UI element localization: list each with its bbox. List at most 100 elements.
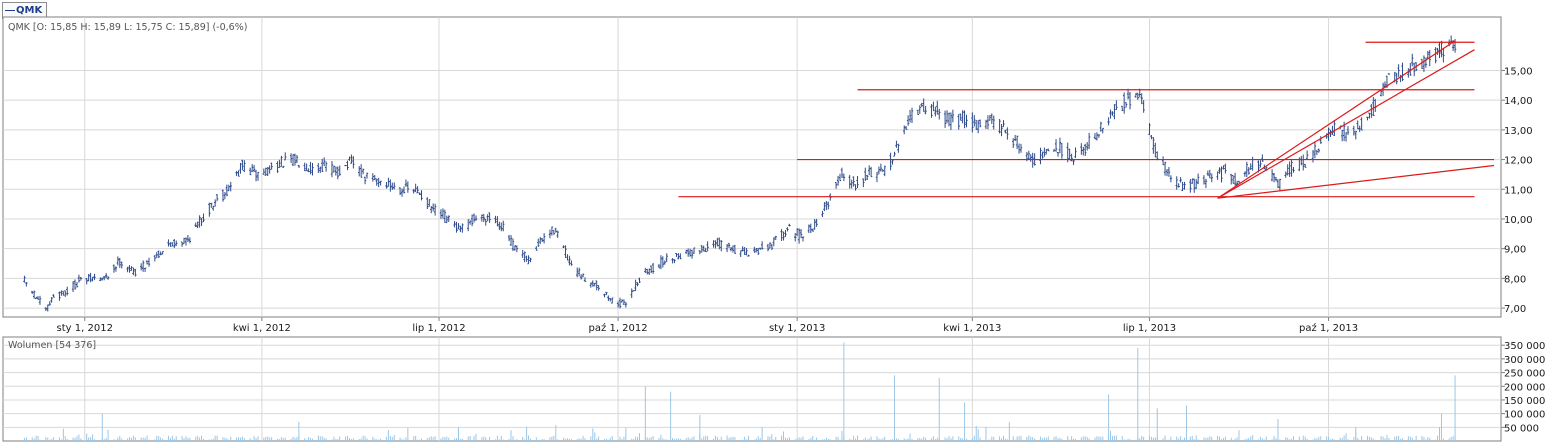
price-bar bbox=[1245, 161, 1248, 178]
price-bar bbox=[112, 264, 116, 273]
price-bar bbox=[480, 214, 484, 222]
price-bar bbox=[1169, 175, 1173, 183]
price-bar bbox=[1002, 120, 1005, 128]
price-bar bbox=[361, 168, 365, 175]
price-bar bbox=[638, 277, 641, 283]
price-bar bbox=[716, 237, 719, 247]
price-bar bbox=[1366, 116, 1369, 121]
price-bar bbox=[1354, 130, 1358, 140]
price-bar bbox=[725, 244, 729, 253]
volume-y-tick-label: 100 000 bbox=[1504, 410, 1545, 421]
price-bar bbox=[1109, 109, 1112, 119]
price-bar bbox=[1224, 163, 1227, 174]
price-bar bbox=[447, 215, 450, 222]
price-bar bbox=[1311, 150, 1315, 163]
volume-bars bbox=[23, 342, 1456, 441]
price-bar bbox=[957, 114, 960, 130]
price-bar bbox=[576, 267, 579, 278]
price-bar bbox=[143, 267, 147, 272]
price-bar bbox=[591, 280, 594, 287]
price-bar bbox=[904, 126, 908, 130]
price-bar bbox=[698, 250, 702, 255]
price-bar bbox=[128, 265, 131, 273]
price-bar bbox=[881, 169, 885, 173]
price-bar bbox=[1183, 181, 1186, 190]
price-bar bbox=[441, 208, 445, 219]
price-bar bbox=[838, 173, 842, 182]
price-bar bbox=[64, 290, 67, 297]
volume-panel-frame bbox=[2, 336, 1502, 442]
price-bar bbox=[1121, 105, 1124, 112]
price-y-tick-label: 10,00 bbox=[1504, 215, 1533, 226]
price-bar bbox=[755, 247, 758, 253]
price-bar bbox=[854, 184, 857, 191]
price-bar bbox=[1000, 123, 1003, 137]
price-bar bbox=[745, 248, 748, 256]
price-bar bbox=[1196, 173, 1200, 185]
price-bar bbox=[252, 164, 256, 173]
price-bar bbox=[609, 298, 612, 302]
price-bar bbox=[1107, 117, 1110, 126]
price-bar bbox=[910, 107, 914, 123]
price-y-tick-label: 13,00 bbox=[1504, 126, 1533, 137]
price-bar bbox=[297, 164, 301, 168]
price-bar bbox=[161, 251, 164, 255]
price-bar bbox=[44, 307, 48, 311]
price-bar bbox=[852, 176, 855, 187]
price-bar bbox=[897, 143, 900, 153]
price-bar bbox=[71, 281, 75, 293]
price-bar bbox=[529, 257, 532, 263]
price-bar bbox=[1074, 147, 1077, 158]
price-bar bbox=[813, 218, 816, 230]
x-tick-label: kwi 1, 2012 bbox=[233, 323, 291, 334]
price-bar bbox=[241, 159, 244, 171]
price-bar bbox=[73, 279, 77, 290]
price-bar bbox=[990, 113, 994, 125]
price-bar bbox=[79, 277, 83, 281]
price-bar bbox=[511, 238, 515, 251]
price-bar bbox=[644, 267, 647, 273]
price-bar bbox=[414, 183, 417, 193]
price-bar bbox=[984, 119, 988, 130]
price-bar bbox=[134, 268, 137, 277]
price-bar bbox=[772, 237, 776, 247]
price-bar bbox=[1167, 166, 1171, 177]
price-bar bbox=[1060, 143, 1064, 159]
price-bar bbox=[309, 161, 312, 175]
price-bar bbox=[1113, 104, 1116, 120]
price-bar bbox=[1249, 163, 1252, 170]
price-bar bbox=[700, 245, 703, 253]
price-bar bbox=[864, 167, 867, 181]
price-y-tick-label: 8,00 bbox=[1504, 274, 1526, 285]
price-bar bbox=[32, 290, 36, 299]
price-bar bbox=[1175, 176, 1178, 190]
price-bar bbox=[116, 256, 120, 266]
price-bar bbox=[75, 281, 79, 288]
price-bar bbox=[375, 178, 378, 186]
price-bar bbox=[577, 267, 581, 277]
price-bar bbox=[1181, 181, 1184, 192]
price-bar bbox=[180, 241, 184, 247]
price-bar bbox=[322, 157, 326, 167]
price-bar bbox=[934, 106, 937, 117]
price-bar bbox=[1068, 148, 1071, 161]
price-bar bbox=[169, 242, 172, 247]
price-bar bbox=[673, 259, 676, 264]
x-tick-label: lip 1, 2013 bbox=[1123, 323, 1176, 334]
price-bar bbox=[1043, 147, 1046, 157]
price-bar bbox=[959, 113, 962, 121]
price-bar bbox=[663, 260, 667, 265]
price-y-tick-label: 11,00 bbox=[1504, 185, 1533, 196]
price-bar bbox=[1286, 164, 1289, 176]
price-bar bbox=[988, 115, 992, 121]
volume-y-tick-label: 250 000 bbox=[1504, 369, 1545, 380]
price-bar bbox=[1395, 72, 1398, 85]
price-bar bbox=[1097, 134, 1101, 138]
price-bar bbox=[188, 237, 192, 244]
price-bar bbox=[237, 170, 240, 177]
price-bar bbox=[455, 221, 458, 233]
price-bar bbox=[932, 101, 935, 112]
price-bar bbox=[542, 233, 546, 244]
price-bar bbox=[753, 246, 756, 253]
price-bar bbox=[93, 273, 96, 281]
